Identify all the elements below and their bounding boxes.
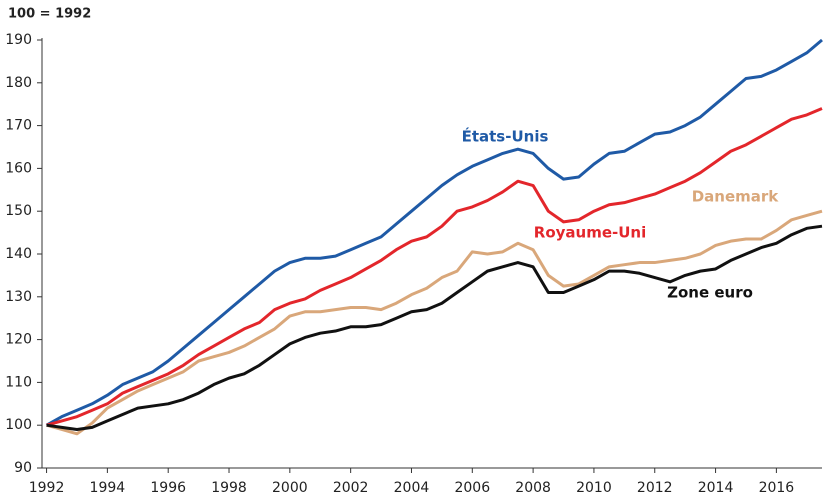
x-tick-label: 2016 [759,480,795,496]
x-tick-label: 1998 [211,480,247,496]
x-tick-label: 1994 [90,480,126,496]
x-tick-label: 2012 [637,480,673,496]
x-tick-label: 2002 [333,480,369,496]
series-label: Zone euro [667,284,753,302]
series-line [46,209,823,436]
x-tick-label: 2004 [394,480,430,496]
x-tick-label: 2010 [576,480,612,496]
y-tick-label: 160 [5,160,32,176]
y-tick-label: 130 [5,289,32,305]
chart-subtitle: 100 = 1992 [8,7,91,22]
series-line [45,38,823,427]
x-tick-label: 1996 [150,480,186,496]
y-tick-label: 170 [5,118,32,134]
series-label: Danemark [692,188,780,206]
y-tick-label: 110 [5,374,32,390]
y-tick-label: 150 [5,203,32,219]
y-tick-label: 100 [5,417,32,433]
y-tick-label: 90 [14,460,32,476]
x-tick-label: 2008 [515,480,551,496]
y-tick-label: 120 [5,332,32,348]
y-tick-label: 180 [5,75,32,91]
x-tick-label: 2000 [272,480,308,496]
x-tick-label: 2014 [698,480,734,496]
series-line [46,107,823,427]
y-tick-label: 140 [5,246,32,262]
y-tick-label: 190 [5,32,32,48]
series-label: États-Unis [462,127,549,146]
x-tick-label: 1992 [29,480,65,496]
series-line [46,224,823,431]
x-tick-label: 2006 [454,480,490,496]
series-label: Royaume-Uni [534,224,646,242]
